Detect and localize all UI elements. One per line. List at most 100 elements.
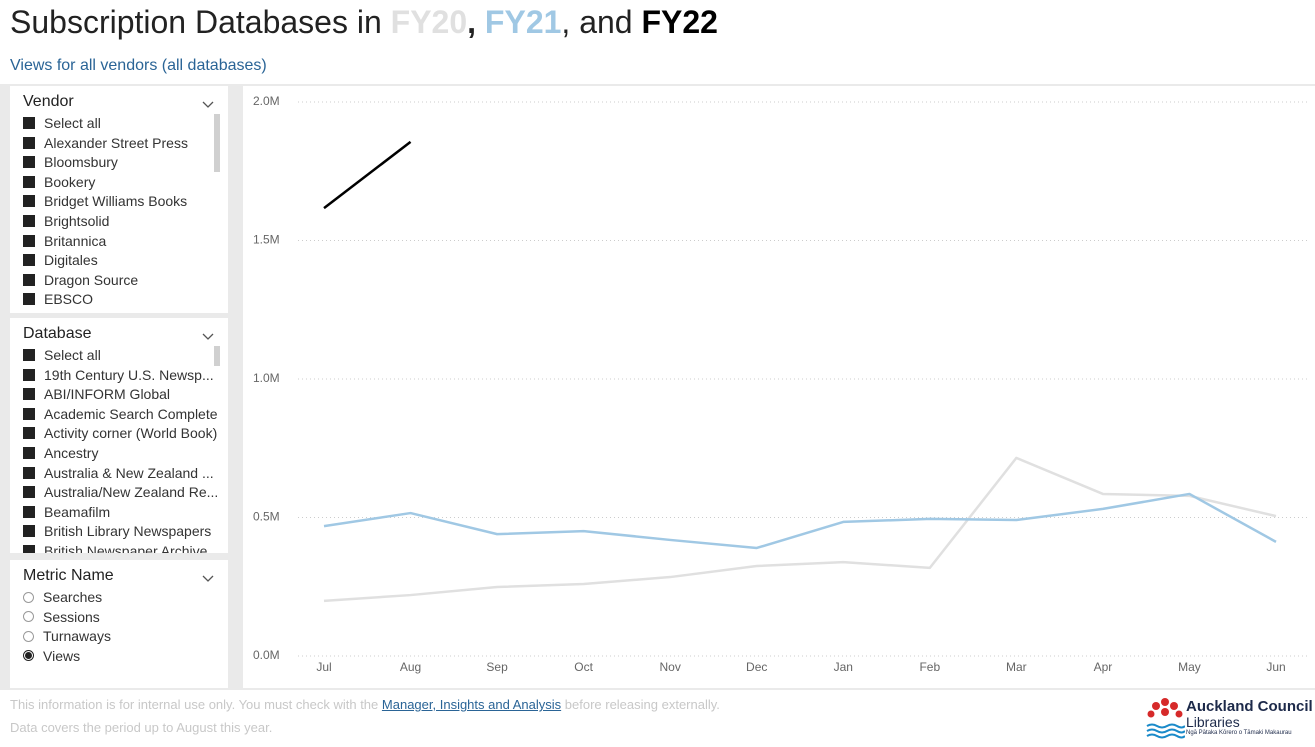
item-label: British Library Newspapers [44, 523, 212, 540]
slicer-item[interactable]: Digitales [23, 252, 98, 268]
x-tick-label: Jan [834, 660, 853, 674]
checkbox [23, 293, 35, 306]
chevron [202, 570, 214, 588]
checkbox [23, 545, 35, 553]
item-label: Beamafilm [44, 503, 111, 520]
x-tick-label: Jun [1266, 660, 1285, 674]
slicer-item[interactable]: Activity corner (World Book) [23, 425, 217, 441]
slicer-title: Vendor [23, 93, 74, 110]
item-label: Digitales [44, 252, 98, 269]
slicer-item[interactable]: Sessions [23, 609, 100, 625]
checkbox [23, 368, 35, 381]
note-text: before releasing externally. [564, 697, 720, 712]
checkbox [23, 273, 35, 286]
item-label: Turnaways [43, 628, 111, 645]
slicer-item[interactable]: Turnaways [23, 628, 111, 644]
checkbox [23, 505, 35, 518]
x-tick-label: Aug [400, 660, 421, 674]
slicer[interactable]: Metric Name Searches Sessions Turnaways View… [10, 560, 228, 688]
slicer-item[interactable]: Bridget Williams Books [23, 193, 187, 209]
logo-sub: Libraries [1186, 714, 1240, 730]
scrollbar [214, 346, 220, 366]
sep: , [467, 4, 477, 40]
item-label: EBSCO [44, 291, 94, 308]
slicer-item[interactable]: Views [23, 648, 80, 664]
slicer-item[interactable]: British Newspaper Archive [23, 543, 207, 553]
scrollbar [214, 114, 220, 172]
item-label: Academic Search Complete [44, 405, 218, 422]
radio [23, 650, 34, 662]
checkbox [23, 486, 35, 499]
footer: This information is for internal use onl… [0, 690, 1315, 747]
slicer-item[interactable]: Britannica [23, 233, 106, 249]
slicer[interactable]: Vendor Select all Alexander Street Press Bl… [10, 86, 228, 313]
y-tick-label: 1.0M [253, 371, 280, 385]
x-tick-label: Sep [486, 660, 508, 674]
slicer-item[interactable]: Brightsolid [23, 213, 109, 229]
checkbox [23, 215, 35, 227]
chevron-icon [202, 333, 214, 340]
logo-maori: Ngā Pātaka Kōrero o Tāmaki Makaurau [1186, 730, 1292, 736]
slicer-item[interactable]: Alexander Street Press [23, 135, 188, 151]
x-tick-label: Apr [1094, 660, 1113, 674]
slicer-item[interactable]: Australia/New Zealand Re... [23, 484, 218, 500]
slicer-item[interactable]: British Library Newspapers [23, 523, 211, 539]
slicer-item[interactable]: EBSCO [23, 291, 93, 307]
y-tick-label: 1.5M [253, 233, 280, 247]
checkbox [23, 136, 35, 149]
series-line [323, 140, 412, 210]
chevron [202, 328, 214, 346]
item-label: Alexander Street Press [44, 134, 188, 151]
item-label: ABI/INFORM Global [44, 386, 171, 403]
item-label: Views [43, 647, 81, 664]
slicer-item[interactable]: Australia & New Zealand ... [23, 465, 214, 481]
slicer-item[interactable]: Beamafilm [23, 504, 110, 520]
slicer-item[interactable]: Select all [23, 347, 101, 363]
fy20: FY20 [390, 4, 468, 40]
fy22: FY22 [641, 4, 718, 40]
fy21: FY21 [484, 4, 562, 40]
item-label: Bridget Williams Books [44, 193, 188, 210]
checkbox [23, 447, 35, 459]
slicer[interactable]: Database Select all 19th Century U.S. News… [10, 318, 228, 553]
coverage: Data covers the period up to August this… [10, 720, 273, 735]
slicer-item[interactable]: Bloomsbury [23, 154, 118, 170]
series-line [323, 492, 1277, 550]
slicer-item[interactable]: Select all [23, 115, 101, 131]
slicer-item[interactable]: Searches [23, 589, 102, 605]
slicer-item[interactable]: Academic Search Complete [23, 406, 218, 422]
x-tick-label: Nov [660, 660, 681, 674]
item-label: 19th Century U.S. Newsp... [44, 366, 214, 383]
checkbox [23, 117, 35, 129]
item-label: Bookery [44, 173, 96, 190]
note-text: This information is for internal use onl… [10, 697, 379, 712]
title-prefix: Subscription Databases in [10, 4, 382, 40]
checkbox [23, 427, 35, 440]
slicer-item[interactable]: ABI/INFORM Global [23, 386, 170, 402]
link[interactable]: Manager, Insights and Analysis [381, 697, 562, 712]
item-label: Australia & New Zealand ... [44, 464, 214, 481]
radio [23, 611, 34, 623]
checkbox [23, 349, 35, 361]
series-line [323, 456, 1277, 603]
checkbox [23, 156, 35, 169]
chevron [202, 96, 214, 114]
x-tick-label: Feb [919, 660, 940, 674]
slicer-item[interactable]: Ancestry [23, 445, 98, 461]
slicer-item[interactable]: Dragon Source [23, 272, 138, 288]
item-label: Brightsolid [44, 213, 110, 229]
item-label: Ancestry [44, 445, 99, 461]
title: Subscription Databases in FY20, FY21, an… [10, 4, 718, 41]
logo-name: Auckland Council [1186, 698, 1313, 715]
y-tick-label: 0.5M [253, 510, 280, 524]
checkbox [23, 234, 35, 247]
slicer-item[interactable]: 19th Century U.S. Newsp... [23, 367, 214, 383]
checkbox [23, 466, 35, 479]
item-label: Select all [44, 347, 101, 363]
chart: 0.0M 0.5M 1.0M 1.5M 2.0M Jul Aug Sep Oct Nov Dec Ja… [253, 94, 1310, 674]
checkbox [23, 407, 35, 420]
sep: , and [561, 4, 633, 40]
note: This information is for internal use onl… [10, 697, 720, 712]
slicer-item[interactable]: Bookery [23, 174, 95, 190]
chevron-icon [202, 575, 214, 582]
